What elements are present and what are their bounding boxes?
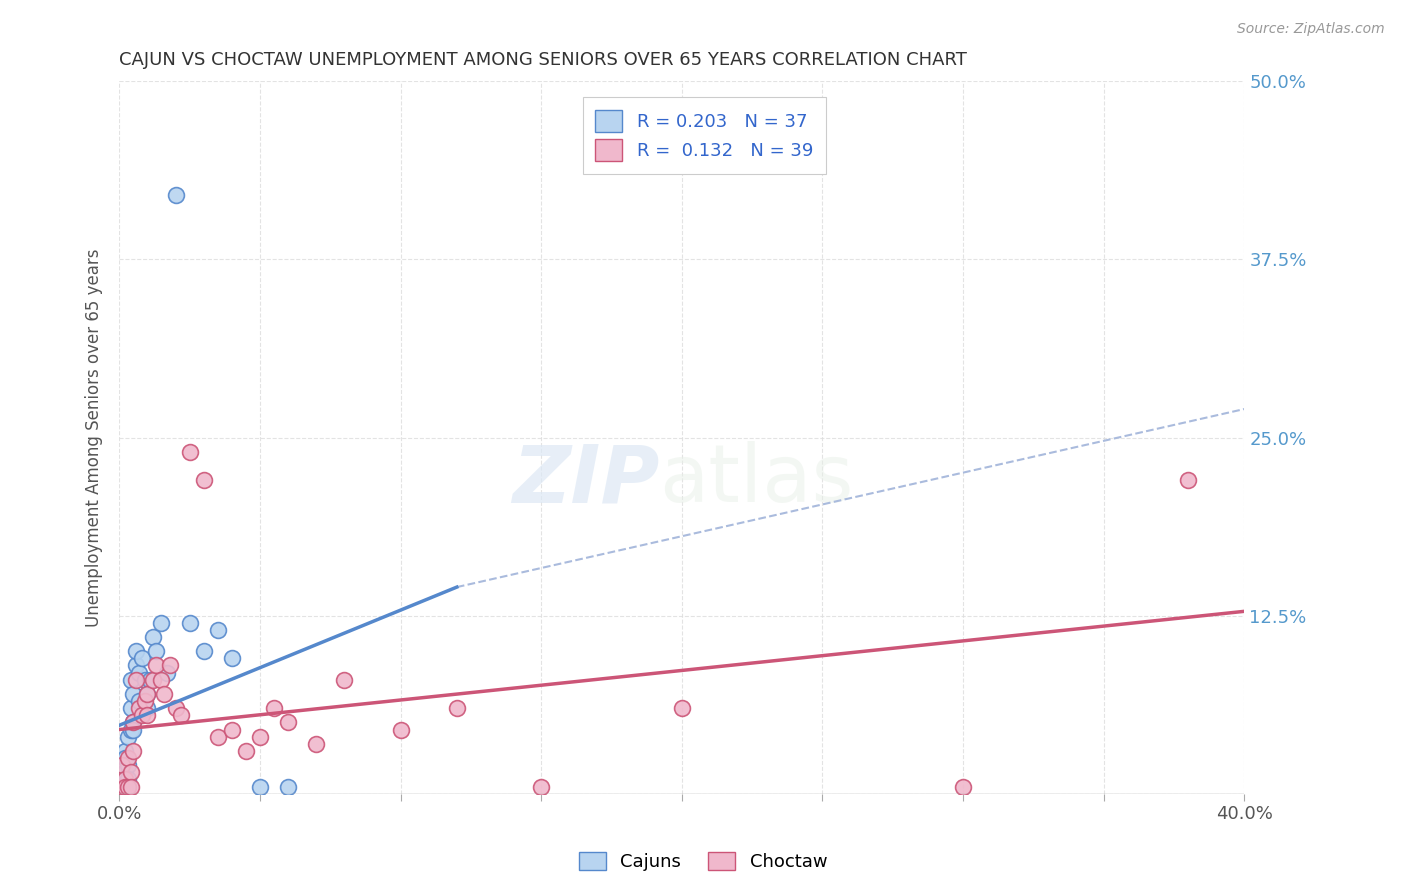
Point (136, 708, 159, 723)
Point (207, 623, 229, 637)
Point (221, 723, 243, 737)
Point (122, 744, 145, 758)
Point (117, 730, 139, 744)
Point (120, 765, 142, 780)
Point (122, 723, 145, 737)
Point (111, 780, 134, 794)
Point (122, 687, 145, 701)
Point (165, 701, 187, 715)
Point (136, 687, 159, 701)
Point (134, 694, 156, 708)
Text: CAJUN VS CHOCTAW UNEMPLOYMENT AMONG SENIORS OVER 65 YEARS CORRELATION CHART: CAJUN VS CHOCTAW UNEMPLOYMENT AMONG SENI… (120, 51, 967, 69)
Point (159, 658, 181, 673)
Point (131, 708, 153, 723)
Point (156, 665, 179, 680)
Point (117, 758, 139, 772)
Point (111, 758, 134, 772)
Point (125, 658, 148, 673)
Point (671, 701, 693, 715)
Point (136, 701, 159, 715)
Point (249, 730, 271, 744)
Point (207, 730, 229, 744)
Legend: R = 0.203   N = 37, R =  0.132   N = 39: R = 0.203 N = 37, R = 0.132 N = 39 (582, 97, 825, 174)
Point (117, 751, 139, 765)
Point (114, 772, 136, 787)
Point (333, 673, 356, 687)
Point (120, 701, 142, 715)
Point (128, 694, 150, 708)
Point (120, 780, 142, 794)
Point (117, 772, 139, 787)
Point (170, 708, 193, 723)
Point (179, 444, 201, 458)
Point (249, 780, 271, 794)
Point (111, 772, 134, 787)
Point (114, 751, 136, 765)
Point (145, 644, 167, 658)
Point (193, 644, 215, 658)
Point (193, 473, 215, 487)
Legend: Cajuns, Choctaw: Cajuns, Choctaw (571, 845, 835, 879)
Point (179, 615, 201, 630)
Point (150, 673, 173, 687)
Point (125, 673, 148, 687)
Text: Source: ZipAtlas.com: Source: ZipAtlas.com (1237, 22, 1385, 37)
Point (389, 723, 412, 737)
Point (114, 765, 136, 780)
Point (142, 673, 165, 687)
Point (235, 744, 257, 758)
Point (530, 780, 553, 794)
Point (114, 780, 136, 794)
Point (111, 780, 134, 794)
Text: ZIP: ZIP (512, 442, 659, 519)
Point (114, 744, 136, 758)
Point (263, 701, 285, 715)
Point (136, 687, 159, 701)
Point (221, 651, 243, 665)
Point (125, 644, 148, 658)
Point (142, 630, 165, 644)
Text: atlas: atlas (659, 442, 853, 519)
Y-axis label: Unemployment Among Seniors over 65 years: Unemployment Among Seniors over 65 years (86, 248, 103, 627)
Point (111, 758, 134, 772)
Point (150, 615, 173, 630)
Point (305, 737, 328, 751)
Point (120, 723, 142, 737)
Point (277, 715, 299, 730)
Point (117, 780, 139, 794)
Point (128, 701, 150, 715)
Point (117, 780, 139, 794)
Point (120, 673, 142, 687)
Point (134, 673, 156, 687)
Point (122, 715, 145, 730)
Point (165, 188, 187, 202)
Point (131, 651, 153, 665)
Point (1177, 473, 1199, 487)
Point (277, 780, 299, 794)
Point (139, 673, 162, 687)
Point (128, 665, 150, 680)
Point (153, 687, 176, 701)
Point (446, 701, 468, 715)
Point (114, 780, 136, 794)
Point (145, 658, 167, 673)
Point (122, 715, 145, 730)
Point (952, 780, 974, 794)
